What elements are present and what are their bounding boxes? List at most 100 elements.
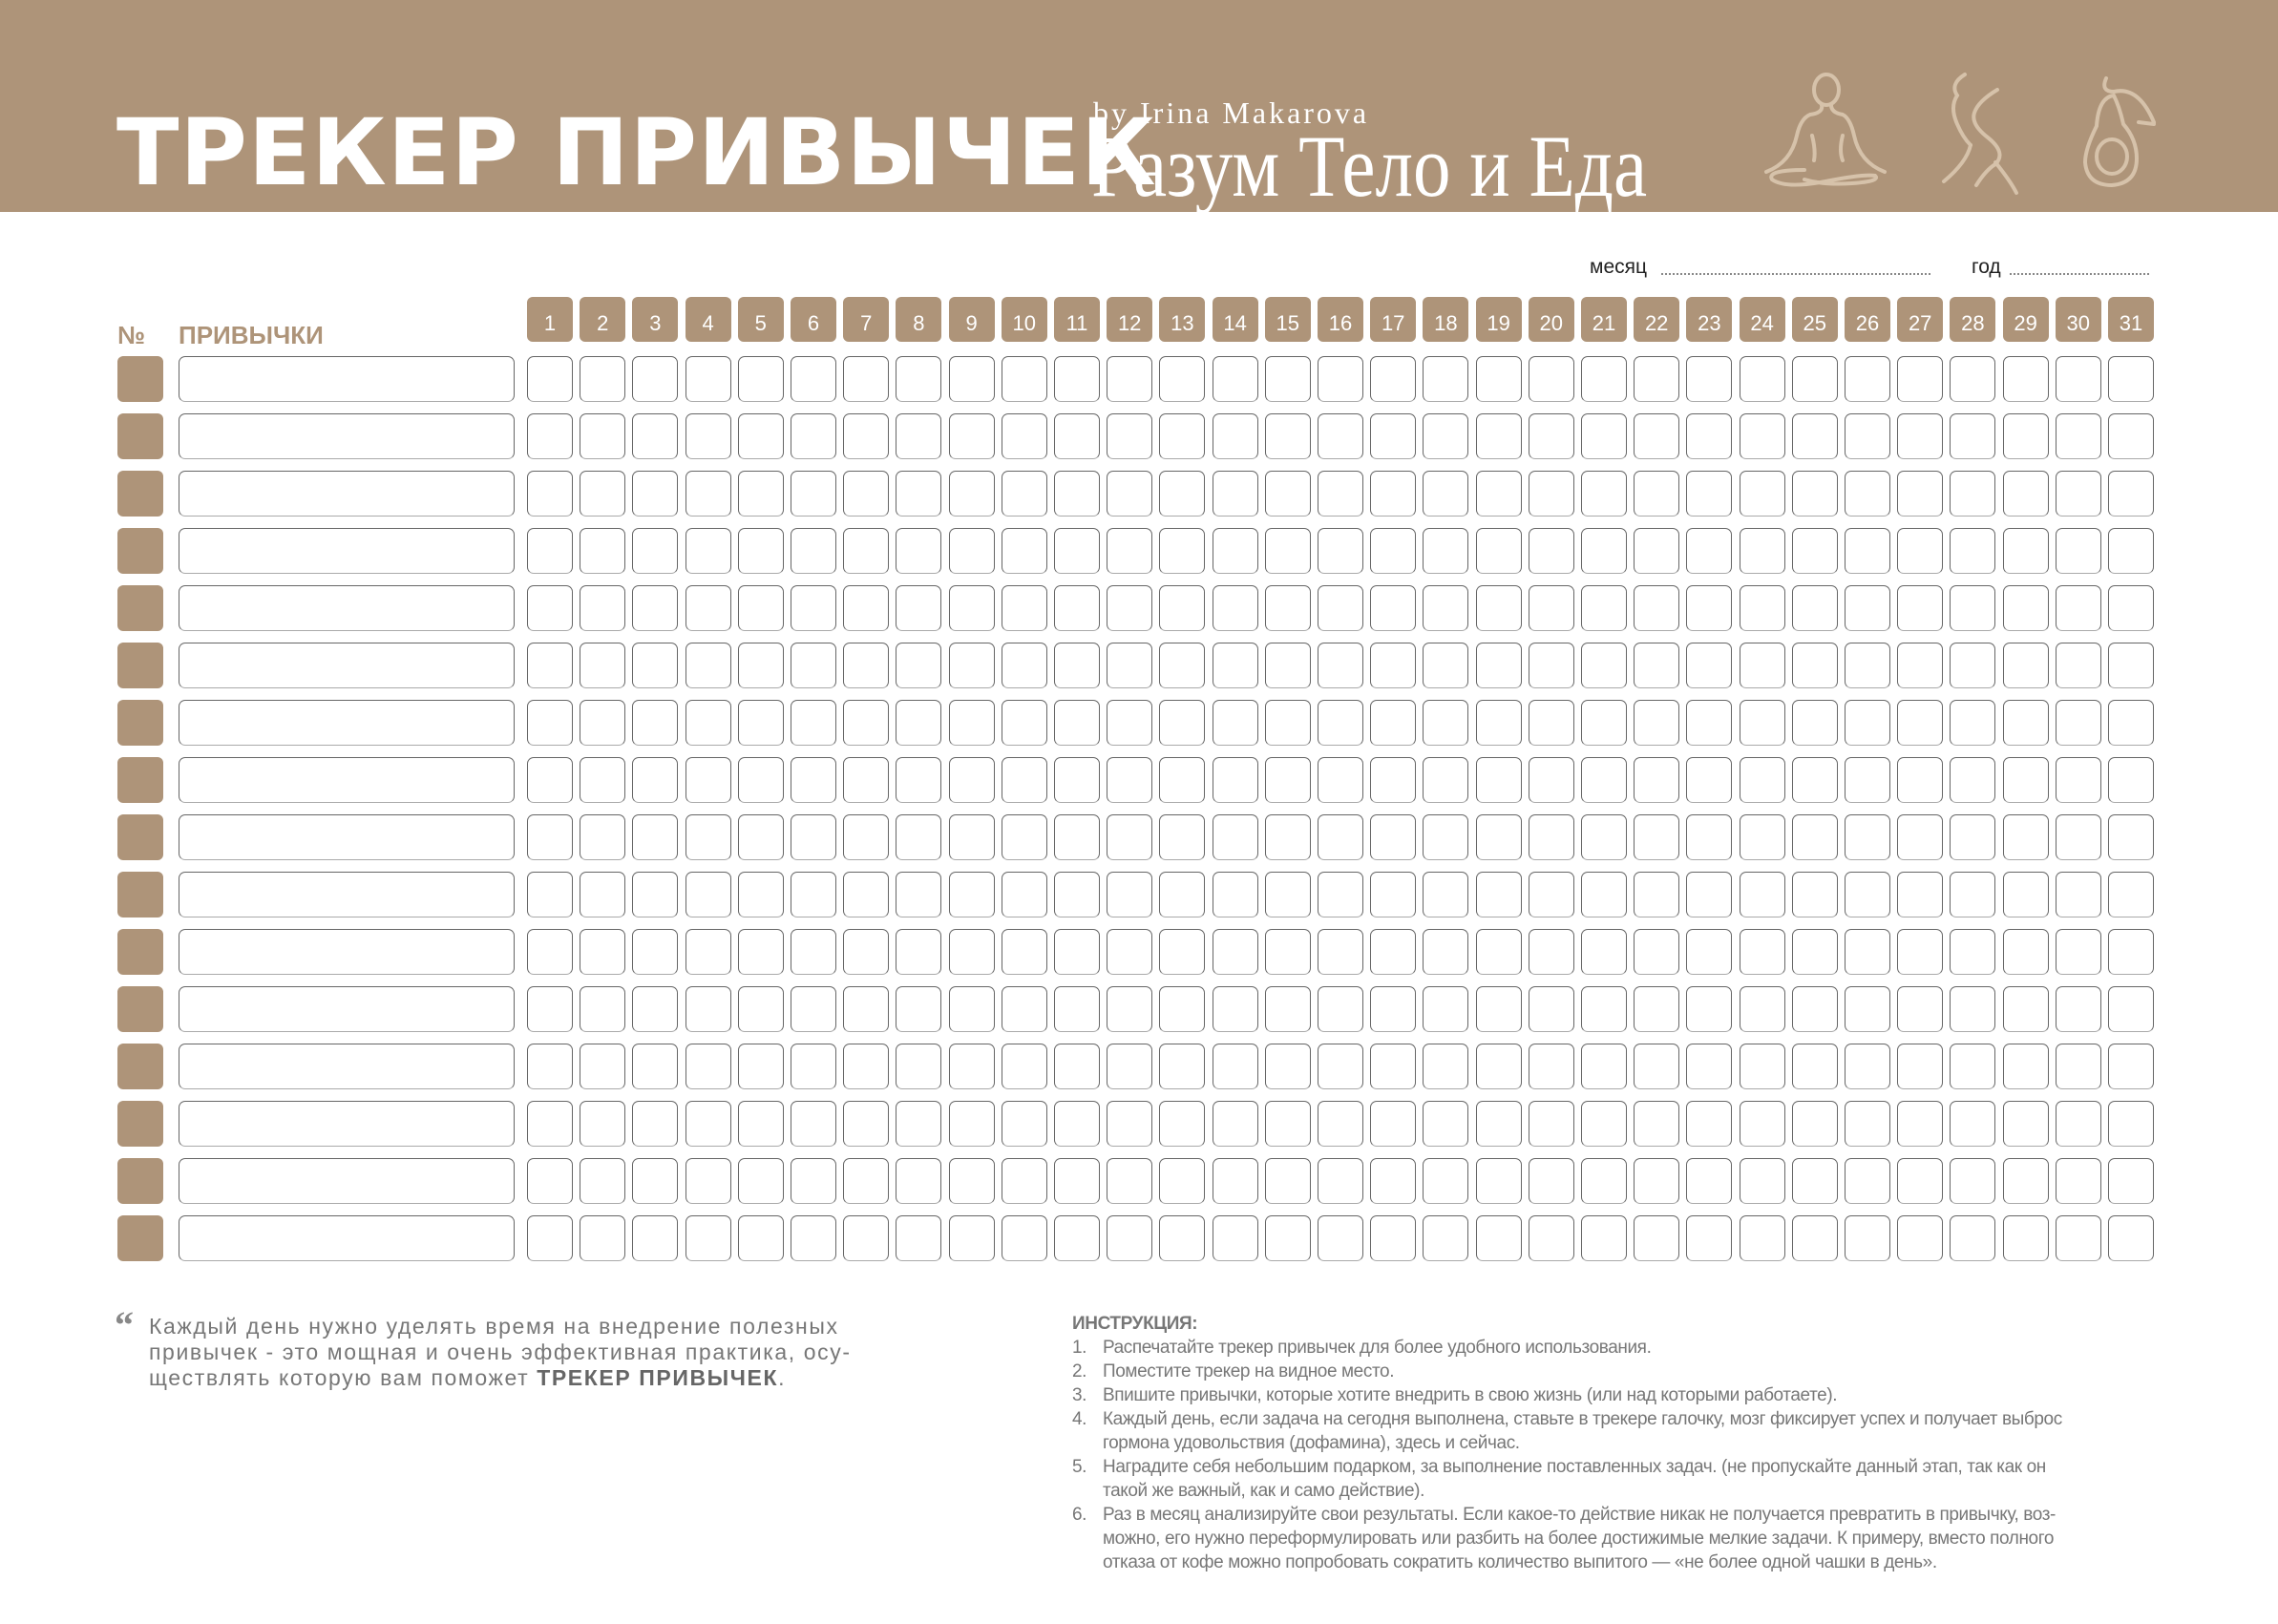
day-checkbox[interactable] <box>1264 814 1311 860</box>
day-checkbox[interactable] <box>632 356 679 402</box>
day-checkbox[interactable] <box>1370 872 1417 917</box>
day-checkbox[interactable] <box>1845 1101 1890 1147</box>
day-checkbox[interactable] <box>1581 585 1627 631</box>
day-checkbox[interactable] <box>1370 700 1417 746</box>
row-number-box[interactable] <box>117 986 163 1032</box>
habit-name-field[interactable] <box>179 356 515 402</box>
day-checkbox[interactable] <box>2002 1158 2049 1204</box>
day-checkbox[interactable] <box>1001 929 1047 975</box>
day-checkbox[interactable] <box>1054 929 1100 975</box>
day-checkbox[interactable] <box>1791 471 1838 517</box>
day-checkbox[interactable] <box>843 1044 890 1089</box>
day-checkbox[interactable] <box>791 1044 836 1089</box>
day-checkbox[interactable] <box>1791 1101 1838 1147</box>
day-checkbox[interactable] <box>1001 356 1047 402</box>
day-checkbox[interactable] <box>896 528 942 574</box>
day-checkbox[interactable] <box>1528 872 1574 917</box>
day-checkbox[interactable] <box>2002 413 2049 459</box>
day-checkbox[interactable] <box>685 643 731 688</box>
day-checkbox[interactable] <box>1634 413 1680 459</box>
day-checkbox[interactable] <box>896 1101 942 1147</box>
day-checkbox[interactable] <box>2055 413 2101 459</box>
day-checkbox[interactable] <box>2002 757 2049 803</box>
day-checkbox[interactable] <box>1791 528 1838 574</box>
day-checkbox[interactable] <box>737 814 784 860</box>
day-checkbox[interactable] <box>2002 528 2049 574</box>
day-checkbox[interactable] <box>2002 700 2049 746</box>
day-checkbox[interactable] <box>1318 471 1363 517</box>
day-checkbox[interactable] <box>896 1044 942 1089</box>
day-checkbox[interactable] <box>1739 986 1785 1032</box>
day-checkbox[interactable] <box>1264 1044 1311 1089</box>
day-checkbox[interactable] <box>1950 700 1996 746</box>
day-checkbox[interactable] <box>1950 814 1996 860</box>
habit-name-field[interactable] <box>179 986 515 1032</box>
day-checkbox[interactable] <box>1264 643 1311 688</box>
day-checkbox[interactable] <box>2108 1158 2154 1204</box>
day-checkbox[interactable] <box>1001 1101 1047 1147</box>
day-checkbox[interactable] <box>1107 356 1153 402</box>
day-checkbox[interactable] <box>1581 929 1627 975</box>
day-checkbox[interactable] <box>2055 1101 2101 1147</box>
day-checkbox[interactable] <box>1739 1158 1785 1204</box>
day-checkbox[interactable] <box>1634 1215 1680 1261</box>
day-checkbox[interactable] <box>1423 986 1469 1032</box>
day-checkbox[interactable] <box>1791 872 1838 917</box>
day-checkbox[interactable] <box>1370 757 1417 803</box>
day-checkbox[interactable] <box>737 929 784 975</box>
day-checkbox[interactable] <box>2002 814 2049 860</box>
day-checkbox[interactable] <box>737 1215 784 1261</box>
day-checkbox[interactable] <box>1686 528 1733 574</box>
day-checkbox[interactable] <box>1528 413 1574 459</box>
day-checkbox[interactable] <box>2055 1215 2101 1261</box>
day-checkbox[interactable] <box>1475 1101 1522 1147</box>
day-checkbox[interactable] <box>1950 585 1996 631</box>
day-checkbox[interactable] <box>948 1044 995 1089</box>
day-checkbox[interactable] <box>1423 356 1469 402</box>
row-number-box[interactable] <box>117 1101 163 1147</box>
day-checkbox[interactable] <box>2002 1101 2049 1147</box>
day-checkbox[interactable] <box>896 643 942 688</box>
day-checkbox[interactable] <box>948 643 995 688</box>
day-checkbox[interactable] <box>1581 814 1627 860</box>
day-checkbox[interactable] <box>737 528 784 574</box>
row-number-box[interactable] <box>117 757 163 803</box>
day-checkbox[interactable] <box>632 700 679 746</box>
day-checkbox[interactable] <box>527 1101 573 1147</box>
day-checkbox[interactable] <box>1950 1044 1996 1089</box>
day-checkbox[interactable] <box>1739 1044 1785 1089</box>
day-checkbox[interactable] <box>1528 1158 1574 1204</box>
day-checkbox[interactable] <box>1159 757 1206 803</box>
day-checkbox[interactable] <box>1423 929 1469 975</box>
day-checkbox[interactable] <box>896 356 942 402</box>
day-checkbox[interactable] <box>685 700 731 746</box>
day-checkbox[interactable] <box>1686 929 1733 975</box>
day-checkbox[interactable] <box>2055 1044 2101 1089</box>
day-checkbox[interactable] <box>632 814 679 860</box>
day-checkbox[interactable] <box>580 814 626 860</box>
day-checkbox[interactable] <box>685 872 731 917</box>
day-checkbox[interactable] <box>1370 1044 1417 1089</box>
day-checkbox[interactable] <box>1897 1158 1944 1204</box>
day-checkbox[interactable] <box>1897 814 1944 860</box>
day-checkbox[interactable] <box>791 413 836 459</box>
day-checkbox[interactable] <box>896 929 942 975</box>
day-checkbox[interactable] <box>843 986 890 1032</box>
day-checkbox[interactable] <box>1739 643 1785 688</box>
day-checkbox[interactable] <box>1054 1158 1100 1204</box>
day-checkbox[interactable] <box>737 1101 784 1147</box>
day-checkbox[interactable] <box>1318 814 1363 860</box>
day-checkbox[interactable] <box>896 413 942 459</box>
day-checkbox[interactable] <box>580 700 626 746</box>
day-checkbox[interactable] <box>1054 413 1100 459</box>
day-checkbox[interactable] <box>1001 1215 1047 1261</box>
day-checkbox[interactable] <box>2055 1158 2101 1204</box>
day-checkbox[interactable] <box>1897 872 1944 917</box>
day-checkbox[interactable] <box>1370 1158 1417 1204</box>
day-checkbox[interactable] <box>2002 872 2049 917</box>
day-checkbox[interactable] <box>737 700 784 746</box>
day-checkbox[interactable] <box>896 585 942 631</box>
day-checkbox[interactable] <box>1581 1158 1627 1204</box>
day-checkbox[interactable] <box>1845 814 1890 860</box>
day-checkbox[interactable] <box>685 814 731 860</box>
